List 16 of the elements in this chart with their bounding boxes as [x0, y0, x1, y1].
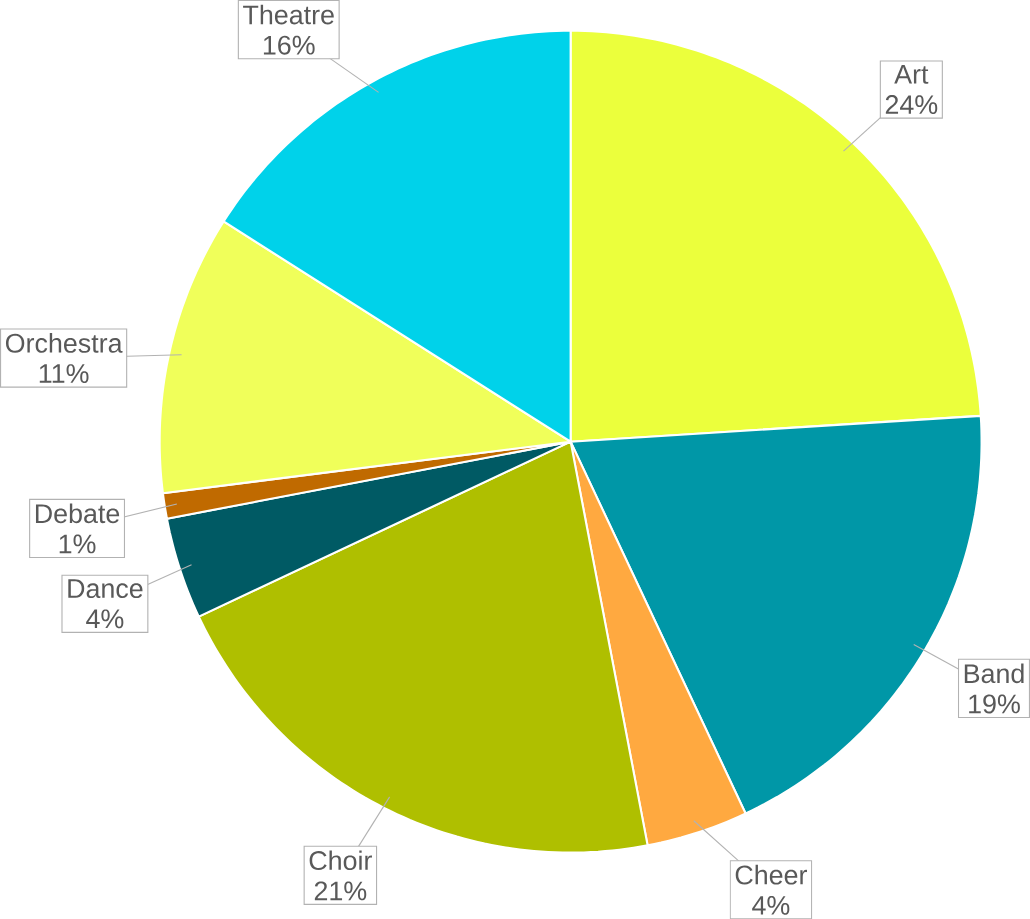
- data-label: 4%: [752, 895, 790, 915]
- slice-label: Theatre: [243, 4, 334, 25]
- slice-label: Orchestra: [5, 332, 123, 353]
- slice-label: Cheer: [735, 864, 807, 885]
- slice-label: Debate: [35, 503, 120, 523]
- slice-label: Band: [964, 663, 1024, 683]
- data-label: 11%: [39, 363, 89, 383]
- data-label: 24%: [885, 94, 938, 114]
- data-label: 19%: [969, 694, 1020, 714]
- slice-label: Dance: [68, 579, 143, 598]
- data-label: 21%: [314, 881, 367, 901]
- slice-label: Choir: [309, 850, 372, 870]
- data-label: 16%: [263, 35, 315, 55]
- data-label: 4%: [86, 609, 124, 629]
- data-label: 1%: [59, 534, 96, 554]
- slice-label: Art: [894, 64, 929, 84]
